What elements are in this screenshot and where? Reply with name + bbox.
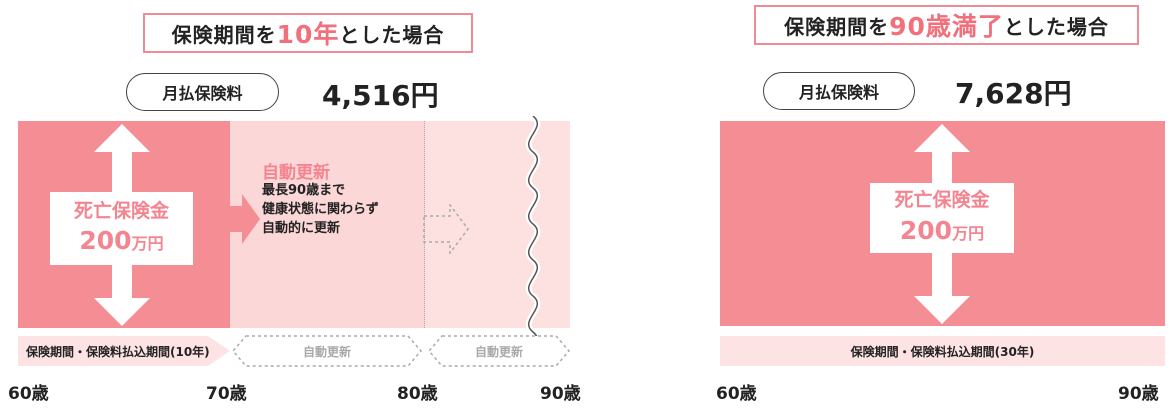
left-renewal-line: 最長90歳まで [262,183,346,198]
left-title-prefix: 保険期間を [171,22,277,47]
left-premium-label: 月払保険料 [126,73,279,111]
right-title: 保険期間を 90歳満了 とした場合 [754,5,1139,45]
left-age-60: 60歳 [8,384,49,404]
left-renewal-line: 自動的に更新 [262,220,341,236]
left-age-80: 80歳 [397,384,438,404]
right-title-prefix: 保険期間を [784,14,890,39]
right-period-bar: 保険期間・保険料払込期間(30年) [720,336,1165,366]
right-premium-label: 月払保険料 [763,72,915,110]
renewal-arrow-icon [228,194,260,244]
right-period-label: 保険期間・保険料払込期間(30年) [850,344,1035,359]
dotted-arrow-icon [423,204,469,254]
left-auto-renew-bar-1 [232,335,422,367]
right-death-benefit-label: 死亡保険金 [894,189,990,212]
left-auto-renew-label-1: 自動更新 [302,344,351,359]
left-death-benefit-label: 死亡保険金 [73,199,169,222]
wavy-break-icon [525,116,541,366]
left-renewal-area-shade [230,121,425,328]
right-age-60: 60歳 [716,384,757,404]
right-death-benefit-amount: 200 [899,215,953,245]
left-age-90: 90歳 [540,384,581,404]
left-title-suffix: とした場合 [339,22,445,47]
left-title-highlight: 10年 [276,20,340,49]
left-period-label: 保険期間・保険料払込期間(10年) [26,344,210,359]
left-premium-value: 4,516円 [322,79,439,112]
left-renewal-desc: 最長90歳まで 健康状態に関わらず 自動的に更新 [262,182,379,239]
left-period-bar: 保険期間・保険料払込期間(10年) [18,336,230,366]
left-title: 保険期間を 10年 とした場合 [143,13,473,53]
right-death-benefit-unit: 万円 [952,223,985,243]
left-death-benefit-amount-row: 200万円 [79,224,163,258]
right-premium-value: 7,628円 [955,77,1072,110]
left-auto-renew-bar-2 [428,335,570,367]
left-auto-renew-label-2: 自動更新 [474,344,523,359]
left-renewal-title: 自動更新 [262,163,330,183]
left-death-benefit-amount: 200 [79,226,132,256]
left-renewal-line: 健康状態に関わらず [262,201,379,217]
right-title-highlight: 90歳満了 [889,12,1004,41]
right-age-90: 90歳 [1118,384,1159,404]
right-death-benefit-amount-row: 200万円 [900,214,984,248]
right-death-benefit-box: 死亡保険金 200万円 [870,183,1014,253]
right-title-suffix: とした場合 [1003,14,1109,39]
left-age-70: 70歳 [206,384,247,404]
left-death-benefit-unit: 万円 [131,234,164,254]
left-death-benefit-box: 死亡保険金 200万円 [50,192,193,265]
